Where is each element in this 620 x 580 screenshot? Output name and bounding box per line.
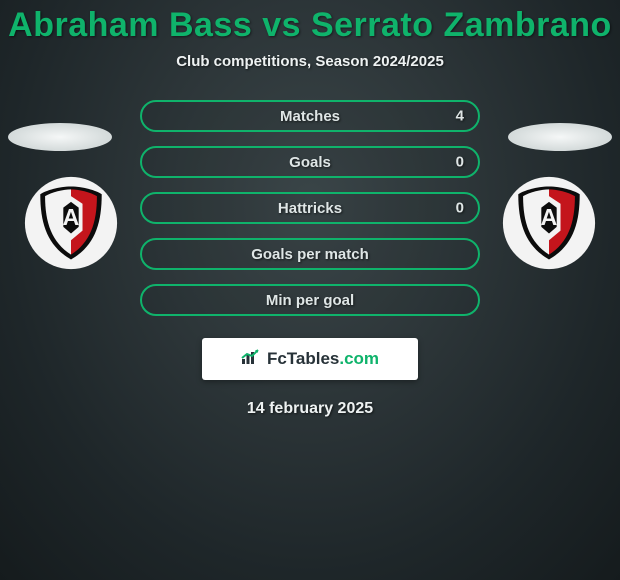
chart-icon bbox=[241, 349, 261, 370]
stat-row: Min per goal bbox=[140, 284, 480, 316]
stat-label: Goals bbox=[289, 154, 331, 171]
comparison-subtitle: Club competitions, Season 2024/2025 bbox=[0, 53, 620, 70]
team-shield-right: A bbox=[501, 175, 597, 271]
svg-text:A: A bbox=[63, 204, 80, 230]
comparison-title: Abraham Bass vs Serrato Zambrano bbox=[0, 6, 620, 45]
stat-row: Goals 0 bbox=[140, 146, 480, 178]
stat-value: 4 bbox=[456, 108, 464, 125]
player-left-ellipse bbox=[8, 123, 112, 151]
stat-value: 0 bbox=[456, 200, 464, 217]
stat-label: Hattricks bbox=[278, 200, 342, 217]
brand-box: FcTables.com bbox=[202, 338, 418, 380]
stat-row: Matches 4 bbox=[140, 100, 480, 132]
brand-suffix: .com bbox=[339, 349, 379, 368]
snapshot-date: 14 february 2025 bbox=[0, 400, 620, 418]
brand-text: FcTables.com bbox=[267, 349, 379, 369]
stat-row: Goals per match bbox=[140, 238, 480, 270]
stat-row: Hattricks 0 bbox=[140, 192, 480, 224]
stats-rows: Matches 4 Goals 0 Hattricks 0 Goals per … bbox=[140, 100, 480, 316]
player-right-ellipse bbox=[508, 123, 612, 151]
svg-text:A: A bbox=[541, 204, 558, 230]
team-shield-left: A bbox=[23, 175, 119, 271]
stat-label: Matches bbox=[280, 108, 340, 125]
brand-name: FcTables bbox=[267, 349, 339, 368]
stat-value: 0 bbox=[456, 154, 464, 171]
stat-label: Min per goal bbox=[266, 292, 354, 309]
stat-label: Goals per match bbox=[251, 246, 369, 263]
